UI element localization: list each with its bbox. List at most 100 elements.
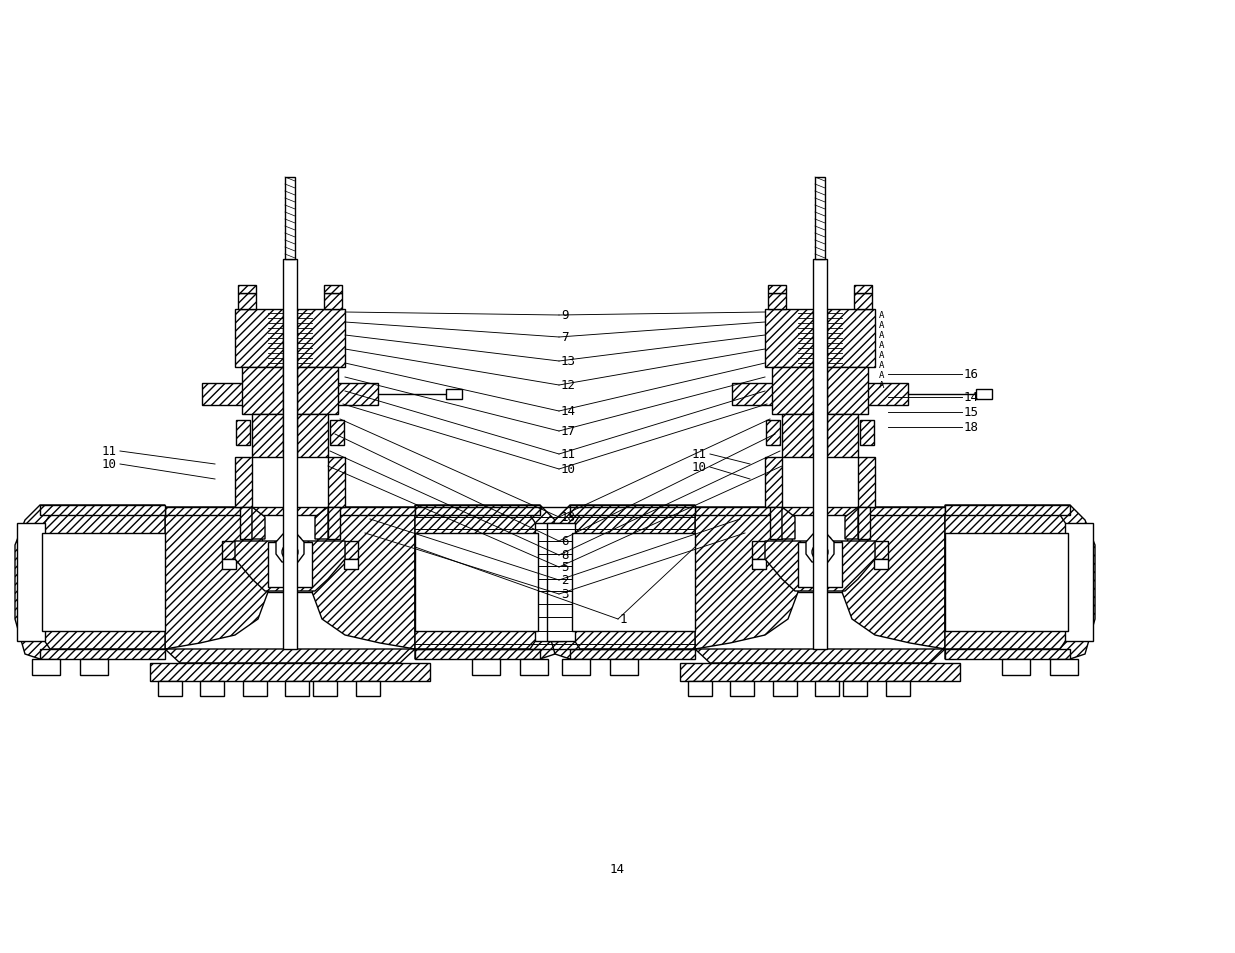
Polygon shape [329, 457, 345, 507]
Text: 3: 3 [561, 588, 568, 601]
Text: A: A [879, 351, 884, 360]
Polygon shape [235, 310, 345, 368]
Polygon shape [768, 286, 785, 294]
Polygon shape [238, 294, 256, 310]
Polygon shape [203, 384, 378, 406]
Polygon shape [415, 516, 540, 649]
Polygon shape [252, 507, 266, 539]
Polygon shape [810, 537, 830, 550]
Polygon shape [345, 559, 358, 569]
Polygon shape [798, 542, 842, 587]
Polygon shape [80, 659, 107, 676]
Polygon shape [806, 535, 834, 562]
Polygon shape [842, 507, 945, 649]
Polygon shape [242, 368, 338, 415]
Text: 12: 12 [561, 379, 576, 392]
Polygon shape [571, 505, 695, 516]
Polygon shape [945, 649, 1070, 659]
Polygon shape [165, 507, 268, 649]
Polygon shape [165, 507, 415, 516]
Text: A: A [879, 361, 884, 370]
Polygon shape [17, 523, 44, 641]
Polygon shape [415, 505, 540, 516]
Polygon shape [730, 681, 755, 697]
Polygon shape [764, 310, 876, 368]
Polygon shape [845, 507, 858, 539]
Polygon shape [236, 420, 249, 446]
Text: A: A [879, 371, 884, 380]
Polygon shape [283, 311, 296, 367]
Text: 13: 13 [561, 355, 576, 368]
Polygon shape [815, 178, 825, 260]
Polygon shape [815, 681, 839, 697]
Circle shape [811, 544, 827, 560]
Polygon shape [945, 534, 1068, 631]
Polygon shape [766, 420, 781, 446]
Polygon shape [285, 681, 309, 697]
Polygon shape [222, 559, 236, 569]
Polygon shape [535, 523, 563, 641]
Polygon shape [32, 659, 61, 676]
Text: 1: 1 [620, 613, 627, 626]
Polygon shape [222, 541, 236, 559]
Polygon shape [695, 507, 945, 516]
Polygon shape [243, 681, 267, 697]
Text: 5: 5 [561, 561, 568, 574]
Polygon shape [324, 286, 342, 294]
Text: A: A [879, 331, 884, 340]
Polygon shape [252, 415, 329, 457]
Polygon shape [520, 659, 548, 676]
Polygon shape [1002, 659, 1030, 676]
Polygon shape [149, 663, 430, 681]
Polygon shape [772, 368, 868, 415]
Text: 10: 10 [103, 458, 117, 471]
Polygon shape [885, 681, 910, 697]
Polygon shape [15, 505, 165, 659]
Polygon shape [853, 294, 872, 310]
Text: 8: 8 [561, 549, 568, 562]
Polygon shape [680, 663, 960, 681]
Polygon shape [40, 516, 165, 649]
Text: 15: 15 [965, 406, 979, 419]
Polygon shape [545, 505, 695, 659]
Polygon shape [976, 390, 992, 399]
Polygon shape [752, 541, 766, 559]
Polygon shape [330, 420, 345, 446]
Polygon shape [695, 507, 798, 649]
Polygon shape [415, 649, 540, 659]
Polygon shape [238, 286, 256, 294]
Polygon shape [858, 507, 869, 539]
Polygon shape [572, 534, 695, 631]
Text: A: A [879, 321, 884, 330]
Polygon shape [547, 523, 576, 641]
Polygon shape [610, 659, 638, 676]
Polygon shape [324, 294, 342, 310]
Text: 18: 18 [561, 511, 576, 524]
Polygon shape [235, 541, 345, 592]
Text: 17: 17 [561, 425, 576, 438]
Text: 6: 6 [561, 535, 568, 548]
Polygon shape [874, 541, 888, 559]
Polygon shape [472, 659, 500, 676]
Text: 14: 14 [561, 405, 576, 418]
Polygon shape [268, 578, 312, 593]
Polygon shape [312, 507, 415, 649]
Text: A: A [879, 312, 884, 320]
Polygon shape [285, 178, 295, 260]
Polygon shape [40, 505, 165, 516]
Polygon shape [732, 384, 908, 406]
Text: 11: 11 [103, 445, 117, 458]
Text: 7: 7 [561, 331, 568, 344]
Polygon shape [752, 559, 766, 569]
Polygon shape [945, 505, 1070, 516]
Polygon shape [813, 369, 827, 414]
Polygon shape [768, 294, 785, 310]
Polygon shape [798, 578, 842, 593]
Polygon shape [1065, 523, 1093, 641]
Polygon shape [562, 659, 590, 676]
Text: 9: 9 [561, 309, 568, 322]
Text: A: A [879, 381, 884, 390]
Polygon shape [813, 311, 827, 367]
Polygon shape [695, 649, 945, 663]
Polygon shape [813, 260, 827, 649]
